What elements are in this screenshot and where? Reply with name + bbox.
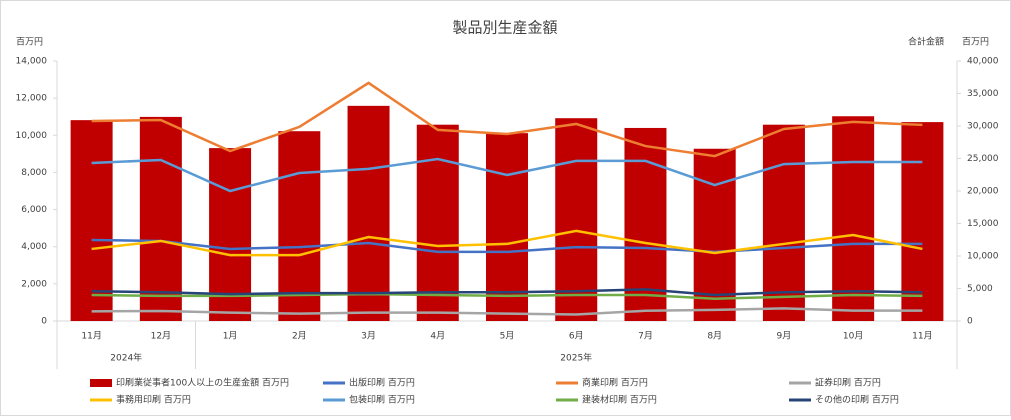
y2-tick-label: 10,000 xyxy=(967,252,999,262)
bar xyxy=(901,122,944,321)
legend-label: 証券印刷 百万円 xyxy=(815,377,881,389)
bar xyxy=(209,148,252,321)
bar xyxy=(486,133,528,321)
x-tick-label: 11月 xyxy=(912,331,932,342)
bar xyxy=(762,124,805,321)
chart-title: 製品別生産金額 xyxy=(452,19,557,37)
y2-tick-label: 35,000 xyxy=(967,89,999,99)
y2-tick-label: 5,000 xyxy=(967,284,993,294)
line xyxy=(91,307,923,316)
bar xyxy=(555,118,598,321)
legend-label: 出版印刷 百万円 xyxy=(349,377,415,389)
x-tick-label: 2月 xyxy=(292,331,307,342)
y-tick-label: 10,000 xyxy=(16,131,48,141)
y2-axis-label: 合計金額 xyxy=(908,36,944,48)
group-label: 2024年 xyxy=(110,352,142,364)
y2-tick-label: 0 xyxy=(967,317,973,327)
y2-tick-label: 30,000 xyxy=(967,122,999,132)
y2-tick-label: 25,000 xyxy=(967,154,999,164)
line xyxy=(91,157,923,193)
y-tick-label: 12,000 xyxy=(16,94,48,104)
x-tick-label: 3月 xyxy=(361,331,376,342)
bar xyxy=(139,116,182,322)
bar xyxy=(832,116,875,321)
legend-label: 商業印刷 百万円 xyxy=(582,377,648,389)
bar xyxy=(347,105,390,321)
x-tick-label: 9月 xyxy=(777,331,792,342)
line xyxy=(91,292,923,300)
legend-label: その他の印刷 百万円 xyxy=(815,394,899,406)
line xyxy=(91,81,923,158)
x-tick-label: 11月 xyxy=(81,331,101,342)
x-tick-label: 5月 xyxy=(500,331,515,342)
bar xyxy=(70,120,113,322)
line xyxy=(91,229,923,257)
group-label: 2025年 xyxy=(560,352,592,364)
y-tick-label: 14,000 xyxy=(16,57,48,67)
line xyxy=(91,238,923,254)
y-tick-label: 0 xyxy=(41,317,47,327)
legend-label: 印刷業従事者100人以上の生産金額 百万円 xyxy=(116,377,289,389)
line xyxy=(91,288,923,297)
y2-tick-label: 40,000 xyxy=(967,57,999,67)
bar xyxy=(278,131,321,321)
legend-swatch xyxy=(90,379,112,387)
y2-tick-label: 15,000 xyxy=(967,219,999,229)
y-axis-label: 百万円 xyxy=(16,37,43,48)
legend-label: 包装印刷 百万円 xyxy=(349,394,415,406)
y-tick-label: 8,000 xyxy=(21,168,47,178)
legend-label: 建装材印刷 百万円 xyxy=(582,394,657,406)
bar xyxy=(416,124,459,321)
bar xyxy=(693,148,736,321)
y2-axis-unit: 百万円 xyxy=(962,37,989,48)
bar xyxy=(624,127,667,321)
y-tick-label: 6,000 xyxy=(21,205,47,215)
y-tick-label: 2,000 xyxy=(21,279,47,289)
x-tick-label: 10月 xyxy=(843,331,863,342)
y2-tick-label: 20,000 xyxy=(967,187,999,197)
x-tick-label: 6月 xyxy=(569,331,584,342)
x-tick-label: 4月 xyxy=(430,331,445,342)
x-tick-label: 1月 xyxy=(223,331,238,342)
x-tick-label: 7月 xyxy=(638,331,653,342)
x-tick-label: 8月 xyxy=(707,331,722,342)
y-tick-label: 4,000 xyxy=(21,242,47,252)
legend-label: 事務用印刷 百万円 xyxy=(116,394,191,406)
x-tick-label: 12月 xyxy=(151,331,171,342)
